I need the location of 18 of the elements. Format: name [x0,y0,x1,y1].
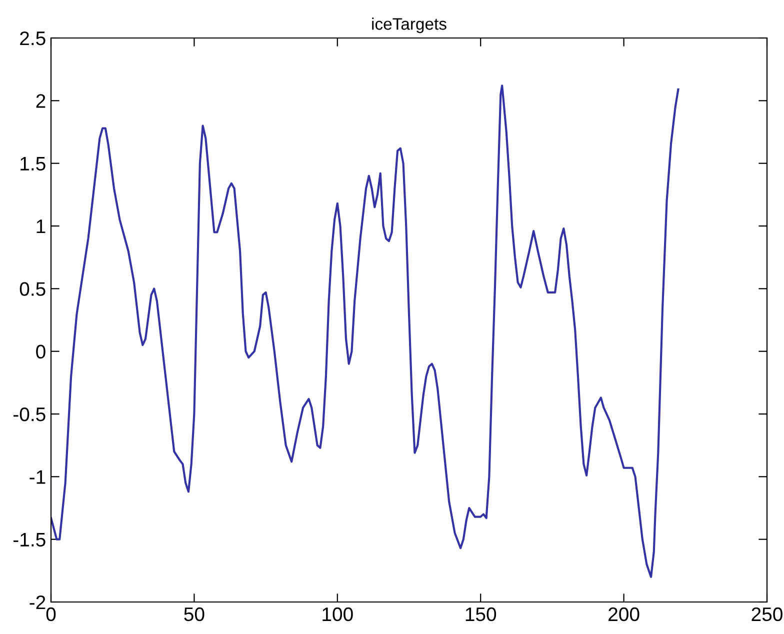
x-tick-label: 0 [46,607,56,622]
x-tick-label: 50 [184,607,204,622]
chart-title: iceTargets [372,18,446,34]
y-tick-label: 1.5 [20,157,46,171]
y-tick-label: -0.5 [14,407,46,422]
y-tick-label: -2 [30,595,46,610]
x-tick-label: 100 [322,607,353,622]
x-tick-label: 250 [752,607,782,622]
y-tick-label: 2.5 [20,31,46,46]
x-tick-label: 200 [608,607,640,622]
y-tick-label: -1 [30,470,46,484]
y-tick-label: 2 [36,94,46,108]
x-tick-label: 150 [466,607,496,622]
y-tick-label: 0.5 [20,282,46,296]
line-series [51,84,680,578]
y-tick-label: 0 [36,344,46,359]
y-tick-label: -1.5 [14,533,46,547]
y-tick-label: 1 [36,220,46,234]
